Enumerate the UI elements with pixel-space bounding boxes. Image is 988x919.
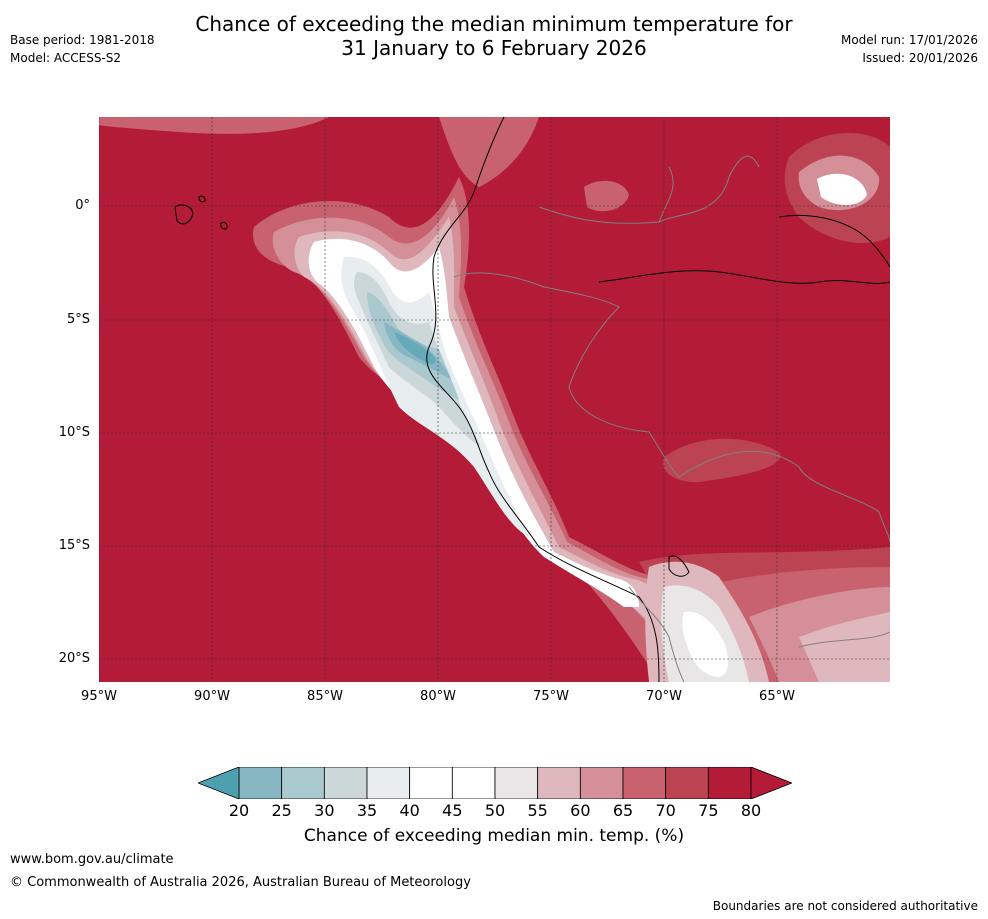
galapagos-islands [174,195,228,230]
lon-label-85w: 85°W [307,689,343,704]
lon-label-95w: 95°W [81,689,117,704]
lon-label-75w: 75°W [533,689,569,704]
legend-tick-label: 20 [228,801,250,820]
contour-small-patch [584,180,629,212]
legend-cell-8 [579,767,624,799]
legend-tick-label: 65 [612,801,634,820]
amazon-river [598,270,890,284]
lat-label-10s: 10°S [58,425,90,440]
base-period-text: Base period: 1981-2018 [10,33,155,47]
legend-tick-label: 25 [271,801,292,820]
legend-cell-4 [409,767,453,799]
legend-cell-5 [451,767,496,799]
coastline [426,117,660,682]
legend-cell-0 [238,767,283,799]
legend-cell-7 [537,767,581,799]
model-text: Model: ACCESS-S2 [10,51,122,65]
legend-colorbar [198,767,792,799]
legend-tick-label: 80 [740,801,762,820]
lon-label-65w: 65°W [759,689,795,704]
legend-title: Chance of exceeding median min. temp. (%… [303,826,685,846]
lake-titicaca [668,555,690,577]
legend-tick-label: 70 [655,801,676,820]
legend-underflow-arrow [198,767,240,799]
website-link[interactable]: www.bom.gov.au/climate [10,852,174,867]
lat-label-5s: 5°S [66,312,90,327]
lat-label-15s: 15°S [58,538,90,553]
contour-north-patch-core [817,173,867,205]
issued-text: Issued: 20/01/2026 [862,51,978,65]
boundaries-disclaimer: Boundaries are not considered authoritat… [712,899,978,913]
legend-tick-label: 50 [484,801,506,820]
legend-tick-label: 35 [356,801,378,820]
legend-cell-11 [707,767,752,799]
legend-cell-2 [323,767,368,799]
lon-label-90w: 90°W [194,689,230,704]
legend-cell-1 [281,767,325,799]
legend-tick-label: 60 [570,801,591,820]
legend-color-cells [238,767,752,799]
page-title: Chance of exceeding the median minimum t… [0,12,988,60]
contour-plume-20 [394,332,436,364]
metadata-left: Base period: 1981-2018 Model: ACCESS-S2 [10,31,155,67]
country-borders [453,155,890,682]
legend-tick-label: 40 [399,801,420,820]
forecast-map [99,117,890,682]
legend-cell-9 [622,767,667,799]
legend-tick-label: 55 [527,801,548,820]
copyright-text: © Commonwealth of Australia 2026, Austra… [10,875,471,890]
model-run-text: Model run: 17/01/2026 [840,33,978,47]
contour-top-strip [99,117,329,134]
legend-tick-label: 45 [442,801,463,820]
legend-tick-label: 75 [698,801,719,820]
title-line-1: Chance of exceeding the median minimum t… [195,12,793,36]
lat-label-20s: 20°S [58,651,90,666]
lon-label-70w: 70°W [646,689,682,704]
lat-label-0: 0° [75,198,90,213]
metadata-right: Model run: 17/01/2026 Issued: 20/01/2026 [841,31,978,67]
legend-tick-label: 30 [314,801,335,820]
lon-label-80w: 80°W [420,689,456,704]
legend-overflow-arrow [750,767,792,799]
amazon-delta [778,214,890,268]
legend-cell-6 [494,767,539,799]
contour-amazon-patch [663,438,781,483]
legend-cell-10 [665,767,709,799]
contour-55-southeast [799,612,890,682]
legend-cell-3 [366,767,411,799]
contour-altiplano-50 [682,611,729,677]
title-line-2: 31 January to 6 February 2026 [341,36,647,60]
